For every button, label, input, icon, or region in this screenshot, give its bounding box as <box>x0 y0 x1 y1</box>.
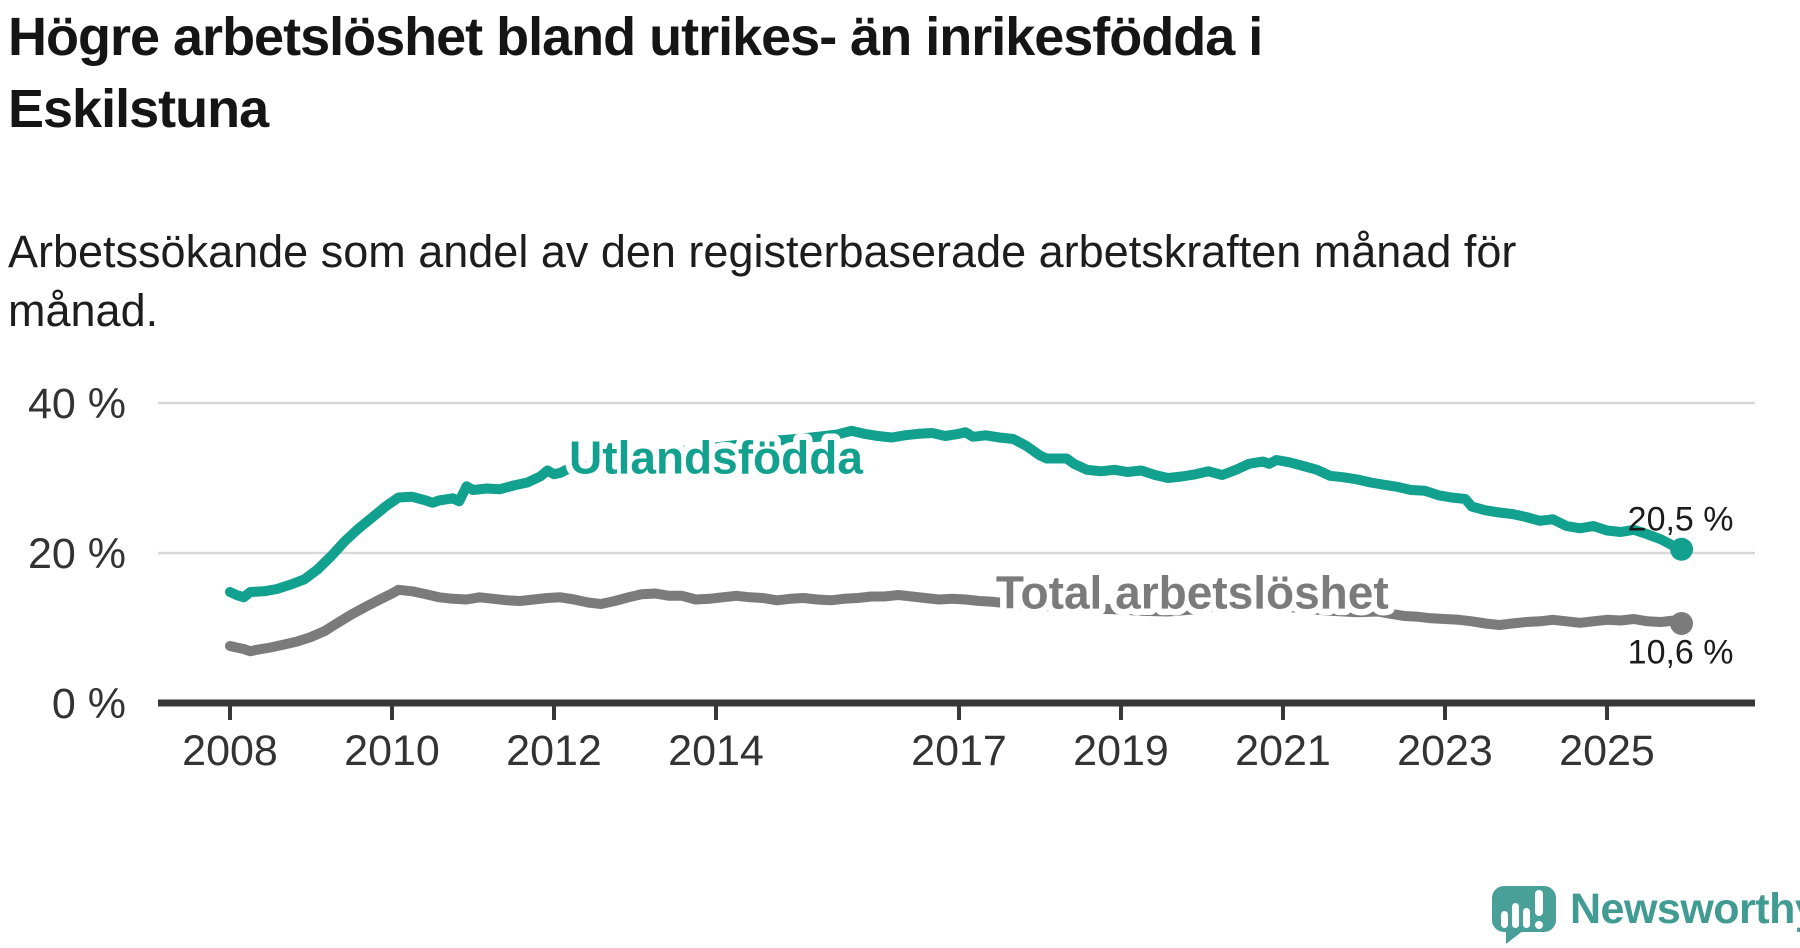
x-tick-label: 2014 <box>668 727 764 775</box>
x-tick-label: 2012 <box>506 727 602 775</box>
chart-subtitle: Arbetssökande som andel av den registerb… <box>8 222 1708 341</box>
newsworthy-logo: Newsworthy <box>1492 884 1800 946</box>
x-tick-label: 2023 <box>1397 727 1493 775</box>
chart-subtitle-line-2: månad. <box>8 285 159 337</box>
newsworthy-wordmark: Newsworthy <box>1570 885 1800 933</box>
exclamation-icon-bar <box>1535 890 1543 916</box>
series-line-utlandsfodda <box>225 425 1687 603</box>
series-end-dot-total <box>1670 612 1694 635</box>
exclamation-icon-dot <box>1535 921 1543 929</box>
x-tick-label: 2025 <box>1559 727 1655 775</box>
chart-title-line-1: Högre arbetslöshet bland utrikes- än inr… <box>8 7 1263 67</box>
y-tick-label: 40 % <box>28 380 126 428</box>
series-end-value-utlandsfodda: 20,5 % <box>1628 500 1734 538</box>
bar-chart-icon-bar-2 <box>1512 903 1519 928</box>
bar-chart-icon-bar-3 <box>1523 908 1530 928</box>
y-tick-label: 20 % <box>28 530 126 578</box>
x-tick-label: 2021 <box>1235 727 1331 775</box>
chart-subtitle-line-1: Arbetssökande som andel av den registerb… <box>8 226 1517 277</box>
x-tick-label: 2019 <box>1073 727 1169 775</box>
speech-bubble-tail <box>1506 930 1524 944</box>
x-tick-label: 2010 <box>344 727 440 775</box>
series-end-value-total: 10,6 % <box>1628 634 1734 672</box>
series-line-total <box>225 584 1687 657</box>
series-end-dot-utlandsfodda <box>1670 537 1694 561</box>
y-tick-label: 0 % <box>52 680 126 728</box>
chart-title: Högre arbetslöshet bland utrikes- än inr… <box>8 2 1788 146</box>
bar-chart-icon-bar-1 <box>1501 911 1508 928</box>
x-tick-label: 2008 <box>182 727 278 775</box>
newsworthy-chart-bubble-icon <box>1492 884 1556 946</box>
x-tick-label: 2017 <box>911 727 1007 775</box>
series-label-total: Total arbetslöshet <box>996 567 1389 619</box>
chart-title-line-2: Eskilstuna <box>8 78 269 139</box>
series-label-utlandsfodda: Utlandsfödda <box>569 432 863 484</box>
